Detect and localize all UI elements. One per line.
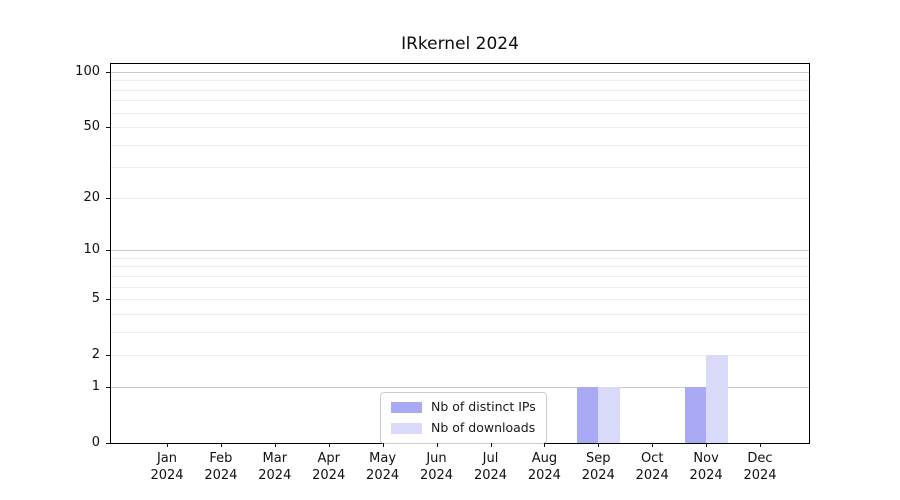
x-tick-label: Jun 2024 <box>419 451 454 483</box>
y-tick-mark <box>106 387 110 389</box>
chart-title: IRkernel 2024 <box>401 34 519 54</box>
x-tick-label: Dec 2024 <box>743 451 777 483</box>
x-tick-label: Nov 2024 <box>689 451 723 483</box>
legend-item-downloads: Nb of downloads <box>391 421 536 435</box>
x-tick-label: Jan 2024 <box>150 451 184 483</box>
gridline-minor <box>111 89 809 91</box>
bar-nb-of-downloads <box>706 354 728 443</box>
y-tick-mark <box>106 299 110 300</box>
x-tick-mark <box>760 443 761 447</box>
x-tick-label: Feb 2024 <box>204 451 238 483</box>
x-tick-mark <box>436 443 438 447</box>
x-tick-label: Jul 2024 <box>473 451 508 483</box>
gridline-minor <box>111 275 809 277</box>
y-tick-mark <box>106 354 110 356</box>
plot-area: Nb of distinct IPs Nb of downloads <box>110 63 810 444</box>
gridline-minor <box>111 286 809 288</box>
x-tick-label: May 2024 <box>366 451 400 483</box>
y-tick-label: 10 <box>83 242 100 258</box>
gridline-minor <box>111 354 809 356</box>
legend-swatch-downloads <box>391 422 422 434</box>
x-tick-mark <box>598 443 600 447</box>
legend-swatch-distinct-ips <box>391 401 422 413</box>
gridline-minor <box>111 266 809 268</box>
legend: Nb of distinct IPs Nb of downloads <box>380 392 547 444</box>
x-tick-mark <box>167 443 168 447</box>
gridline-minor <box>111 100 809 102</box>
x-tick-mark <box>382 443 384 447</box>
gridline-minor <box>111 331 809 333</box>
y-tick-mark <box>106 443 110 444</box>
legend-label-distinct-ips: Nb of distinct IPs <box>431 399 536 414</box>
gridline-major <box>111 387 809 389</box>
gridline-major <box>111 250 809 252</box>
bar-nb-of-distinct-ips <box>684 387 707 443</box>
x-tick-mark <box>652 443 654 447</box>
gridline-minor <box>111 257 809 259</box>
legend-item-distinct-ips: Nb of distinct IPs <box>391 400 536 414</box>
gridline-minor <box>111 166 809 168</box>
y-tick-mark <box>106 198 110 200</box>
gridline-minor <box>111 313 809 315</box>
gridline-minor <box>111 299 809 300</box>
x-tick-label: Apr 2024 <box>312 451 346 483</box>
gridline-major <box>111 72 809 73</box>
x-tick-label: Aug 2024 <box>527 451 561 483</box>
y-tick-mark <box>106 126 110 128</box>
x-tick-mark <box>220 443 222 447</box>
x-tick-mark <box>328 443 330 447</box>
legend-label-downloads: Nb of downloads <box>431 420 536 435</box>
bar-nb-of-downloads <box>598 387 620 443</box>
x-tick-mark <box>706 443 708 447</box>
x-tick-mark <box>274 443 276 447</box>
gridline-minor <box>111 112 809 114</box>
y-tick-label: 2 <box>91 346 100 362</box>
y-tick-label: 1 <box>91 379 100 395</box>
gridline-minor <box>111 126 809 128</box>
y-tick-label: 50 <box>83 118 100 134</box>
y-tick-mark <box>106 72 110 73</box>
y-tick-label: 0 <box>91 435 100 450</box>
gridline-minor <box>111 80 809 82</box>
x-tick-mark <box>490 443 492 447</box>
gridline-minor <box>111 198 809 200</box>
y-tick-label: 100 <box>75 64 100 79</box>
y-tick-label: 5 <box>91 291 100 306</box>
x-tick-label: Mar 2024 <box>258 451 292 483</box>
x-tick-mark <box>544 443 546 447</box>
gridline-minor <box>111 144 809 146</box>
y-tick-mark <box>106 250 110 252</box>
x-tick-label: Oct 2024 <box>635 451 669 483</box>
bar-nb-of-distinct-ips <box>576 387 599 443</box>
y-tick-label: 20 <box>83 190 100 206</box>
x-tick-label: Sep 2024 <box>581 451 615 483</box>
